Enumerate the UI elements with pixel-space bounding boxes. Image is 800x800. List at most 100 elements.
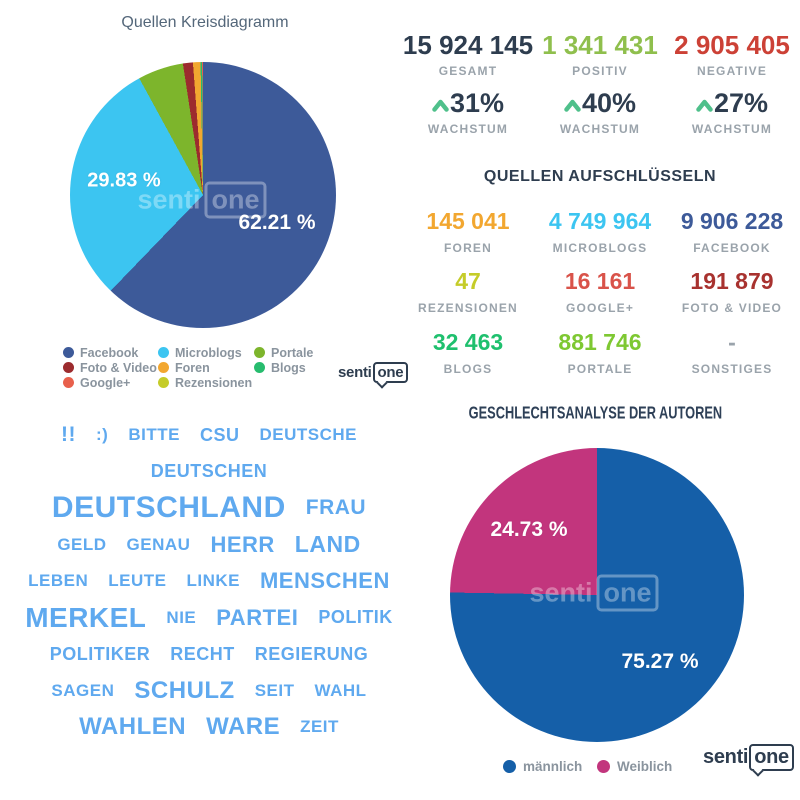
growth-positiv: 40% WACHSTUM — [534, 88, 666, 136]
foren-color-dot — [158, 362, 169, 373]
portale-value: 881 746 — [558, 329, 642, 355]
legend-label: Foren — [175, 360, 210, 375]
sources-legend-column-3: Portale Blogs — [254, 345, 314, 375]
portale-color-dot — [254, 347, 265, 358]
cloud-word[interactable]: RECHT — [170, 643, 235, 664]
negative-label: NEGATIVE — [696, 64, 768, 78]
positiv-value: 1 341 431 — [542, 30, 658, 60]
gender-chart-title: GESCHLECHTSANALYSE DER AUTOREN — [468, 403, 722, 423]
cloud-word[interactable]: HERR — [210, 531, 275, 557]
legend-label: Portale — [271, 345, 314, 360]
cloud-word[interactable]: ZEIT — [300, 717, 339, 737]
facebook-color-dot — [63, 347, 74, 358]
breakdown-cell-sonstiges: - SONSTIGES — [666, 329, 798, 376]
gesamt-label: GESAMT — [438, 64, 498, 78]
cloud-word[interactable]: GENAU — [126, 534, 191, 554]
cloud-word[interactable]: CSU — [199, 424, 240, 445]
sources-pie-label-microblogs: 29.83 % — [87, 169, 161, 192]
cloud-word[interactable]: BITTE — [128, 425, 180, 445]
sentione-logo: senti one — [703, 744, 794, 771]
breakdown-cell-google-plus: 16 161 GOOGLE+ — [534, 268, 666, 315]
gender-pie-label-maennlich: 75.27 % — [621, 650, 699, 673]
sources-pie-chart[interactable]: 29.83 % 62.21 % senti one — [70, 62, 336, 328]
cloud-word[interactable]: :) — [96, 425, 109, 445]
legend-label: Foto & Video — [80, 360, 157, 375]
breakdown-cell-rezensionen: 47 REZENSIONEN — [402, 268, 534, 315]
sentione-logo: senti one — [338, 362, 409, 383]
google-plus-color-dot — [63, 377, 74, 388]
cloud-word[interactable]: LEUTE — [108, 571, 167, 591]
foren-value: 145 041 — [426, 208, 510, 234]
cloud-line: GELD GENAU HERR LAND — [14, 527, 404, 564]
legend-label: Rezensionen — [175, 375, 253, 390]
cloud-word[interactable]: POLITIK — [318, 607, 393, 628]
microblogs-color-dot — [158, 347, 169, 358]
logo-text: senti — [338, 364, 372, 381]
cloud-word[interactable]: LINKE — [186, 571, 240, 591]
stat-gesamt: 15 924 145 GESAMT — [402, 30, 534, 78]
maennlich-color-dot — [503, 760, 516, 773]
legend-item-facebook[interactable]: Facebook — [63, 346, 157, 360]
cloud-word[interactable]: DEUTSCHE — [259, 425, 357, 445]
gender-pie-chart[interactable]: 24.73 % 75.27 % senti one — [450, 448, 744, 742]
breakdown-cell-portale: 881 746 PORTALE — [534, 329, 666, 376]
negative-value: 2 905 405 — [674, 30, 790, 60]
legend-item-blogs[interactable]: Blogs — [254, 360, 313, 375]
breakdown-cell-blogs: 32 463 BLOGS — [402, 329, 534, 376]
legend-item-google-plus[interactable]: Google+ — [63, 376, 157, 390]
cloud-word[interactable]: PARTEI — [216, 604, 299, 630]
cloud-word[interactable]: SEIT — [254, 680, 295, 700]
cloud-word[interactable]: WAHLEN — [79, 713, 187, 741]
cloud-word[interactable]: POLITIKER — [49, 643, 151, 664]
cloud-word[interactable]: GELD — [57, 534, 107, 554]
sources-chart-title: Quellen Kreisdiagramm — [121, 14, 289, 31]
cloud-word[interactable]: LEBEN — [28, 571, 89, 591]
legend-item-foren[interactable]: Foren — [158, 360, 252, 375]
cloud-word[interactable]: LAND — [294, 531, 361, 558]
facebook-label: FACEBOOK — [693, 241, 771, 255]
positiv-label: POSITIV — [572, 64, 628, 78]
foto-video-value: 191 879 — [690, 268, 774, 294]
cloud-word[interactable]: DEUTSCHLAND — [51, 491, 286, 525]
legend-label: Blogs — [271, 360, 306, 375]
legend-item-rezensionen[interactable]: Rezensionen — [158, 375, 253, 390]
sources-pie-label-facebook: 62.21 % — [238, 211, 316, 234]
legend-item-microblogs[interactable]: Microblogs — [158, 346, 252, 360]
cloud-word[interactable]: SCHULZ — [134, 676, 235, 704]
cloud-word[interactable]: SAGEN — [51, 680, 115, 700]
legend-item-maennlich[interactable]: männlich — [503, 759, 582, 774]
cloud-word[interactable]: FRAU — [305, 496, 367, 520]
growth-row: 31% WACHSTUM 40% WACHSTUM 27% WACHSTUM — [402, 88, 798, 136]
stat-negative: 2 905 405 NEGATIVE — [666, 30, 798, 78]
rezensionen-value: 47 — [455, 268, 481, 294]
growth-gesamt-label: WACHSTUM — [427, 122, 509, 136]
breakdown-row-2: 47 REZENSIONEN 16 161 GOOGLE+ 191 879 FO… — [402, 268, 798, 315]
foto-video-color-dot — [63, 362, 74, 373]
legend-item-weiblich[interactable]: Weiblich — [597, 759, 672, 774]
breakdown-cell-foto-video: 191 879 FOTO & VIDEO — [666, 268, 798, 315]
cloud-word[interactable]: !! — [61, 423, 77, 447]
gender-pie-label-weiblich: 24.73 % — [490, 518, 568, 541]
growth-negative-value: 27% — [713, 88, 769, 118]
stat-positiv: 1 341 431 POSITIV — [534, 30, 666, 78]
google-plus-value: 16 161 — [564, 268, 636, 294]
cloud-line: !!:) BITTE CSU DEUTSCHE — [14, 417, 404, 454]
cloud-word[interactable]: MENSCHEN — [259, 568, 390, 594]
cloud-word[interactable]: MERKEL — [25, 601, 147, 633]
watermark-text-boxed: one — [596, 574, 659, 612]
legend-label: Weiblich — [617, 759, 673, 774]
legend-label: männlich — [523, 759, 583, 774]
foto-video-label: FOTO & VIDEO — [681, 301, 783, 315]
cloud-word[interactable]: NIE — [166, 607, 197, 627]
growth-gesamt: 31% WACHSTUM — [402, 88, 534, 136]
cloud-word[interactable]: DEUTSCHEN — [150, 461, 268, 482]
cloud-word[interactable]: WARE — [206, 713, 281, 741]
cloud-word[interactable]: REGIERUNG — [254, 643, 369, 664]
legend-item-portale[interactable]: Portale — [254, 345, 314, 360]
cloud-word[interactable]: WAHL — [314, 680, 367, 700]
legend-item-foto-video[interactable]: Foto & Video — [63, 360, 157, 375]
sonstiges-label: SONSTIGES — [691, 362, 773, 376]
breakdown-section-title: QUELLEN AUFSCHLÜSSELN — [483, 168, 717, 185]
rezensionen-color-dot — [158, 377, 169, 388]
portale-label: PORTALE — [567, 362, 633, 376]
